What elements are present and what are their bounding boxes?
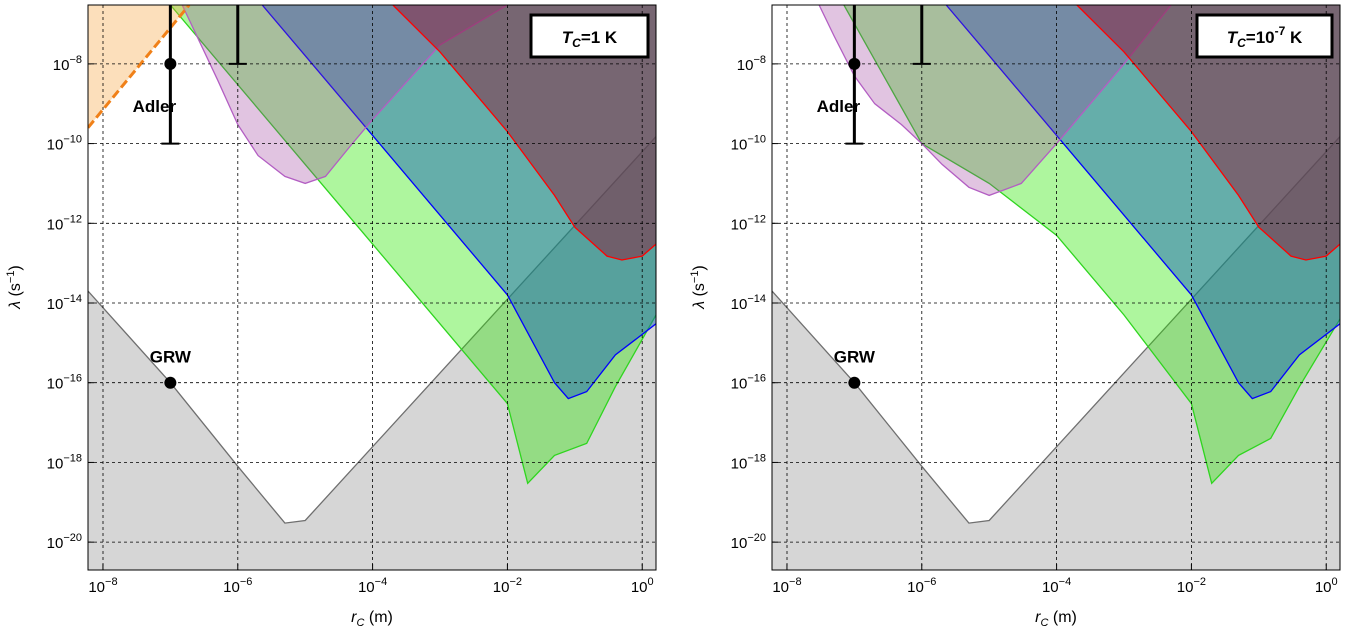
x-tick-label: 10−8 [88, 576, 117, 596]
exclusion-regions [772, 5, 1340, 570]
svg-text:TC=10-7 K: TC=10-7 K [1227, 24, 1303, 50]
x-tick-label: 100 [631, 576, 654, 596]
y-tick-label: 10−14 [731, 293, 766, 313]
plot-frame [87, 4, 657, 571]
data-points: GRW Adler [133, 57, 192, 389]
data-points: GRW Adler [817, 57, 876, 389]
region-gray [88, 136, 656, 570]
x-axis-title: rC (m) [351, 609, 393, 629]
y-tick-label: 10−12 [47, 213, 82, 233]
point-grw [164, 376, 177, 389]
region-gray-boundary [772, 136, 1340, 524]
axis-ticks: 10−8 10−6 10−4 10−2 100 10−8 10−10 10−12 10−14 10… [47, 54, 654, 596]
region-red [1076, 5, 1340, 260]
panel-label-box: TC=1 K [529, 13, 650, 59]
y-axis-title: λ (s−1) [5, 265, 24, 310]
panel-label-tail: K [1285, 28, 1303, 47]
y-tick-label: 10−10 [731, 134, 766, 154]
y-tick-label: 10−16 [731, 373, 766, 393]
region-blue-boundary [261, 5, 656, 400]
x-tick-label: 10−2 [1177, 576, 1206, 596]
error-bars [845, 5, 931, 145]
region-magenta-boundary [181, 5, 508, 185]
region-magenta [182, 5, 508, 184]
region-gray-boundary [88, 136, 656, 524]
svg-text:TC=1 K: TC=1 K [562, 28, 618, 50]
x-tick-label: 10−6 [223, 576, 252, 596]
point-adler [164, 57, 177, 70]
point-label-grw: GRW [834, 348, 876, 367]
gridlines [772, 5, 1340, 570]
y-tick-label: 10−12 [731, 213, 766, 233]
point-label-adler: Adler [133, 97, 177, 116]
error-bars [161, 5, 247, 145]
x-tick-label: 10−8 [772, 576, 801, 596]
panel-label-eq: =10 [1246, 28, 1275, 47]
y-tick-label: 10−16 [47, 373, 82, 393]
y-tick-label: 10−14 [47, 293, 82, 313]
region-red-boundary [392, 5, 656, 261]
y-tick-label: 10−20 [47, 532, 82, 552]
panel-label-sub: C [1237, 36, 1246, 50]
y-tick-label: 10−10 [47, 134, 82, 154]
panel-label-var: T [1227, 28, 1239, 47]
x-tick-label: 10−4 [1042, 576, 1071, 596]
panel-label-sub: C [572, 36, 581, 50]
region-orange-boundary [88, 5, 191, 129]
x-axis-title: rC (m) [1035, 609, 1077, 629]
panel-label-box: TC=10-7 K [1195, 13, 1334, 59]
panel-label-exp: -7 [1275, 24, 1286, 38]
x-tick-label: 10−2 [493, 576, 522, 596]
panel-label-var: T [562, 28, 574, 47]
y-tick-label: 10−8 [737, 54, 766, 74]
region-gray [772, 136, 1340, 570]
plot-frame [771, 4, 1341, 571]
y-tick-label: 10−20 [731, 532, 766, 552]
exclusion-regions [88, 5, 656, 570]
gridlines [88, 5, 656, 570]
region-red [392, 5, 656, 260]
x-tick-label: 10−6 [907, 576, 936, 596]
region-red-boundary [1076, 5, 1340, 261]
point-adler [848, 57, 861, 70]
x-tick-label: 100 [1315, 576, 1338, 596]
x-tick-label: 10−4 [358, 576, 387, 596]
point-label-adler: Adler [817, 97, 861, 116]
y-tick-label: 10−18 [47, 452, 82, 472]
y-tick-label: 10−18 [731, 452, 766, 472]
region-blue-boundary [945, 5, 1340, 400]
region-magenta [819, 5, 1172, 196]
y-axis-title: λ (s−1) [689, 265, 708, 310]
panel-label-eq: =1 K [581, 28, 618, 47]
y-tick-label: 10−8 [53, 54, 82, 74]
point-label-grw: GRW [150, 348, 192, 367]
axis-ticks: 10−8 10−6 10−4 10−2 100 10−8 10−10 10−12 10−14 10… [731, 54, 1338, 596]
point-grw [848, 376, 861, 389]
